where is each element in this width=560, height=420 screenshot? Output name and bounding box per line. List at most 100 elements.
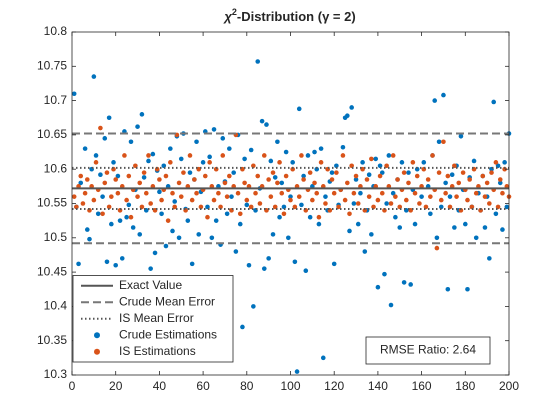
- scatter-point: [111, 160, 116, 165]
- legend-label: IS Estimations: [119, 344, 196, 358]
- x-tick-label: 60: [196, 379, 210, 393]
- scatter-point: [371, 204, 376, 210]
- scatter-point: [292, 259, 298, 265]
- scatter-point: [340, 153, 346, 158]
- scatter-point: [168, 160, 173, 165]
- scatter-point: [150, 151, 156, 157]
- x-tick-label: 80: [240, 379, 254, 393]
- scatter-point: [349, 105, 354, 110]
- scatter-point: [277, 160, 282, 165]
- scatter-point: [244, 202, 250, 208]
- scatter-point: [111, 166, 116, 172]
- title-symbol: χ: [222, 9, 232, 24]
- legend-marker: [94, 332, 100, 339]
- scatter-point: [194, 190, 199, 196]
- scatter-point: [128, 214, 134, 220]
- y-tick-label: 10.3: [44, 367, 68, 381]
- scatter-point: [251, 304, 256, 309]
- scatter-point: [268, 194, 274, 199]
- x-tick-label: 20: [109, 379, 123, 393]
- y-tick-label: 10.5: [44, 230, 68, 244]
- scatter-point: [71, 91, 77, 97]
- scatter-point: [331, 261, 337, 267]
- scatter-point: [382, 271, 387, 277]
- scatter-point: [482, 225, 488, 230]
- scatter-point: [408, 282, 413, 287]
- scatter-point: [454, 194, 459, 199]
- scatter-point: [242, 180, 247, 186]
- scatter-point: [417, 201, 422, 206]
- scatter-point: [353, 177, 359, 182]
- scatter-point: [305, 153, 311, 158]
- y-tick-label: 10.8: [44, 24, 68, 38]
- scatter-point: [106, 115, 112, 121]
- scatter-point: [113, 262, 118, 268]
- scatter-point: [301, 177, 306, 182]
- y-tick-label: 10.4: [44, 299, 68, 313]
- scatter-point: [194, 139, 199, 145]
- scatter-point: [117, 218, 123, 223]
- scatter-point: [286, 235, 291, 241]
- scatter-point: [229, 194, 234, 199]
- title-superscript: 2: [232, 7, 237, 17]
- scatter-point: [377, 173, 383, 179]
- scatter-point: [412, 190, 418, 196]
- scatter-point: [272, 175, 278, 180]
- scatter-point: [296, 106, 302, 112]
- scatter-point: [115, 190, 121, 196]
- scatter-point: [163, 243, 169, 249]
- scatter-point: [224, 194, 230, 199]
- scatter-point: [456, 180, 462, 186]
- scatter-point: [312, 180, 317, 186]
- scatter-point: [334, 163, 339, 169]
- scatter-point: [355, 221, 361, 227]
- scatter-point: [126, 173, 132, 179]
- scatter-point: [482, 194, 488, 199]
- scatter-point: [441, 92, 446, 98]
- scatter-point: [253, 190, 258, 196]
- scatter-point: [279, 180, 285, 186]
- scatter-point: [484, 180, 490, 186]
- annotation-box: [365, 336, 491, 365]
- scatter-point: [275, 180, 280, 186]
- scatter-point: [237, 221, 243, 227]
- scatter-point: [379, 190, 385, 196]
- scatter-point: [281, 211, 287, 217]
- x-tick-label: 160: [412, 379, 432, 393]
- scatter-point: [445, 286, 451, 292]
- scatter-point: [406, 170, 411, 175]
- scatter-point: [441, 139, 446, 145]
- scatter-point: [428, 211, 433, 217]
- scatter-point: [358, 190, 363, 196]
- scatter-point: [104, 170, 110, 175]
- scatter-point: [366, 194, 372, 199]
- scatter-point: [504, 204, 510, 210]
- scatter-point: [497, 180, 503, 186]
- scatter-point: [279, 190, 285, 196]
- legend-label: IS Mean Error: [119, 311, 194, 325]
- scatter-point: [192, 177, 197, 182]
- scatter-point: [489, 170, 494, 175]
- scatter-point: [290, 166, 295, 172]
- scatter-point: [87, 236, 92, 242]
- scatter-point: [375, 197, 381, 203]
- scatter-point: [126, 202, 132, 208]
- scatter-point: [314, 166, 320, 172]
- scatter-point: [307, 214, 313, 220]
- scatter-point: [78, 173, 84, 179]
- scatter-point: [141, 170, 147, 175]
- y-tick-label: 10.7: [44, 93, 68, 107]
- scatter-point: [152, 250, 158, 256]
- scatter-point: [187, 153, 193, 158]
- x-tick-label: 140: [368, 379, 388, 393]
- scatter-point: [436, 170, 442, 175]
- scatter-point: [213, 218, 219, 223]
- y-tick-label: 10.55: [37, 196, 67, 210]
- scatter-point: [220, 153, 226, 158]
- scatter-point: [227, 146, 232, 151]
- scatter-point: [74, 204, 79, 210]
- scatter-point: [281, 204, 287, 210]
- y-tick-label: 10.65: [37, 127, 67, 141]
- scatter-point: [323, 194, 328, 199]
- scatter-point: [347, 228, 352, 234]
